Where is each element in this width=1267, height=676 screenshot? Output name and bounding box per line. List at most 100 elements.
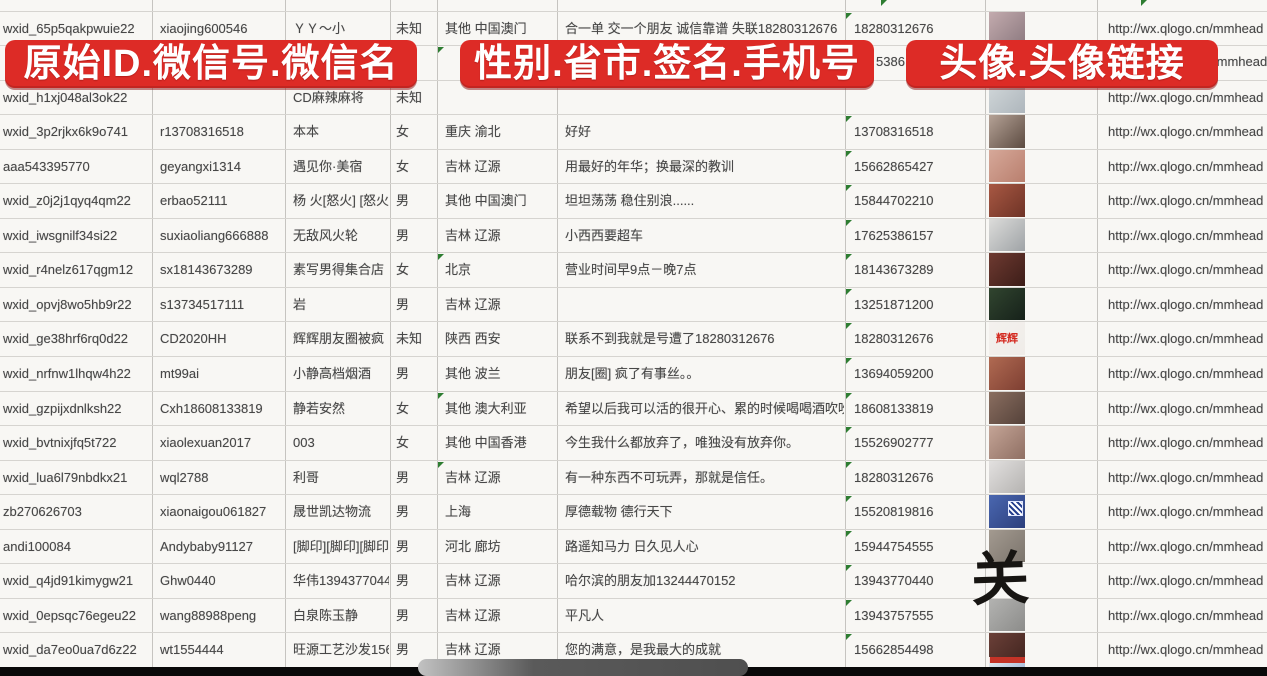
avatar-image[interactable]: 辉辉 bbox=[989, 322, 1025, 355]
cell-wxid[interactable]: wxid_opvj8wo5hb9r22 bbox=[0, 288, 151, 323]
cell-name[interactable]: 辉辉朋友圈被疯 bbox=[285, 322, 389, 357]
cell-signature[interactable]: 合一单 交一个朋友 诚信靠谱 失联18280312676 bbox=[557, 12, 844, 47]
cell-signature[interactable]: 好好 bbox=[557, 115, 844, 150]
cell-wxid[interactable]: wxid_bvtnixjfq5t722 bbox=[0, 426, 151, 461]
cell-phone[interactable]: 18280312676 bbox=[845, 322, 984, 357]
cell-gender[interactable]: 男 bbox=[390, 495, 436, 530]
cell-name[interactable]: 杨 火[怒火] [怒火] bbox=[285, 184, 389, 219]
cell-wxid[interactable]: zb270626703 bbox=[0, 495, 151, 530]
cell-phone[interactable]: 13943757555 bbox=[845, 599, 984, 634]
cell-region[interactable]: 北京 bbox=[437, 253, 556, 288]
cell-region[interactable]: 其他 澳大利亚 bbox=[437, 392, 556, 427]
cell-name[interactable]: 素写男得集合店 bbox=[285, 253, 389, 288]
cell-wxid[interactable]: wxid_65p5qakpwuie22 bbox=[0, 12, 151, 47]
cell-url[interactable]: http://wx.qlogo.cn/mmhead bbox=[1097, 12, 1266, 47]
cell-weixin_id[interactable]: sx18143673289 bbox=[152, 253, 284, 288]
cell-name[interactable]: 晟世凯达物流 bbox=[285, 495, 389, 530]
avatar-image[interactable] bbox=[989, 287, 1025, 321]
cell-region[interactable]: 吉林 辽源 bbox=[437, 288, 556, 323]
cell-url[interactable]: http://wx.qlogo.cn/mmhead bbox=[1097, 426, 1266, 461]
cell-gender[interactable]: 男 bbox=[390, 599, 436, 634]
cell-region[interactable]: 吉林 辽源 bbox=[437, 461, 556, 496]
cell-url[interactable]: http://wx.qlogo.cn/mmhead bbox=[1097, 253, 1266, 288]
cell-url[interactable]: http://wx.qlogo.cn/mmhead bbox=[1097, 530, 1266, 565]
cell-gender[interactable]: 男 bbox=[390, 184, 436, 219]
cell-region[interactable]: 吉林 辽源 bbox=[437, 599, 556, 634]
cell-wxid[interactable]: aaa543395770 bbox=[0, 150, 151, 185]
cell-wxid[interactable]: wxid_ge38hrf6rq0d22 bbox=[0, 322, 151, 357]
cell-signature[interactable]: 有一种东西不可玩弄，那就是信任。 bbox=[557, 461, 844, 496]
covered-row-url-fragment[interactable]: /mmhead bbox=[1213, 54, 1267, 69]
cell-gender[interactable]: 未知 bbox=[390, 81, 436, 116]
cell-region[interactable]: 吉林 辽源 bbox=[437, 219, 556, 254]
cell-weixin_id[interactable]: suxiaoliang666888 bbox=[152, 219, 284, 254]
cell-phone[interactable]: 15662865427 bbox=[845, 150, 984, 185]
cell-wxid[interactable]: wxid_da7eo0ua7d6z22 bbox=[0, 633, 151, 668]
cell-signature[interactable]: 小西西要超车 bbox=[557, 219, 844, 254]
cell-gender[interactable]: 男 bbox=[390, 564, 436, 599]
cell-weixin_id[interactable]: Andybaby91127 bbox=[152, 530, 284, 565]
bottom-gray-handle[interactable] bbox=[418, 659, 748, 676]
cell-wxid[interactable]: wxid_q4jd91kimygw21 bbox=[0, 564, 151, 599]
cell-phone[interactable]: 18608133819 bbox=[845, 392, 984, 427]
avatar-image[interactable] bbox=[989, 633, 1025, 666]
cell-signature[interactable]: 今生我什么都放弃了，唯独没有放弃你。 bbox=[557, 426, 844, 461]
avatar-image[interactable] bbox=[989, 495, 1025, 528]
cell-phone[interactable]: 13694059200 bbox=[845, 357, 984, 392]
cell-weixin_id[interactable]: wql2788 bbox=[152, 461, 284, 496]
avatar-image[interactable] bbox=[989, 218, 1025, 252]
cell-signature[interactable]: 坦坦荡荡 稳住别浪...... bbox=[557, 184, 844, 219]
cell-phone[interactable]: 18280312676 bbox=[845, 12, 984, 47]
cell-region[interactable]: 上海 bbox=[437, 495, 556, 530]
cell-weixin_id[interactable]: xiaonaigou061827 bbox=[152, 495, 284, 530]
cell-url[interactable]: http://wx.qlogo.cn/mmhead bbox=[1097, 322, 1266, 357]
avatar-image[interactable] bbox=[989, 357, 1025, 390]
avatar-image[interactable] bbox=[989, 460, 1025, 494]
cell-name[interactable]: 岩 bbox=[285, 288, 389, 323]
cell-url[interactable]: http://wx.qlogo.cn/mmhead bbox=[1097, 288, 1266, 323]
cell-signature[interactable]: 您的满意，是我最大的成就 bbox=[557, 633, 844, 668]
cell-gender[interactable]: 男 bbox=[390, 357, 436, 392]
avatar-image[interactable] bbox=[989, 598, 1025, 632]
cell-wxid[interactable]: andi100084 bbox=[0, 530, 151, 565]
cell-region[interactable]: 其他 波兰 bbox=[437, 357, 556, 392]
cell-url[interactable]: http://wx.qlogo.cn/mmhead bbox=[1097, 495, 1266, 530]
cell-url[interactable]: http://wx.qlogo.cn/mmhead bbox=[1097, 219, 1266, 254]
cell-phone[interactable]: 15944754555 bbox=[845, 530, 984, 565]
cell-weixin_id[interactable]: xiaolexuan2017 bbox=[152, 426, 284, 461]
cell-weixin_id[interactable]: wt1554444 bbox=[152, 633, 284, 668]
cell-phone[interactable]: 18143673289 bbox=[845, 253, 984, 288]
cell-phone[interactable]: 15526902777 bbox=[845, 426, 984, 461]
cell-url[interactable]: http://wx.qlogo.cn/mmhead bbox=[1097, 115, 1266, 150]
cell-name[interactable]: 003 bbox=[285, 426, 389, 461]
cell-signature[interactable]: 厚德载物 德行天下 bbox=[557, 495, 844, 530]
cell-phone[interactable]: 13708316518 bbox=[845, 115, 984, 150]
cell-phone[interactable]: 15520819816 bbox=[845, 495, 984, 530]
avatar-image[interactable] bbox=[989, 253, 1025, 286]
cell-name[interactable]: ＹＹ～小 bbox=[285, 12, 389, 47]
cell-gender[interactable]: 未知 bbox=[390, 322, 436, 357]
cell-wxid[interactable]: wxid_iwsgnilf34si22 bbox=[0, 219, 151, 254]
cell-weixin_id[interactable]: xiaojing600546 bbox=[152, 12, 284, 47]
cell-signature[interactable]: 用最好的年华；换最深的教训 bbox=[557, 150, 844, 185]
cell-signature[interactable]: 哈尔滨的朋友加13244470152 bbox=[557, 564, 844, 599]
cell-gender[interactable]: 女 bbox=[390, 115, 436, 150]
cell-wxid[interactable]: wxid_nrfnw1lhqw4h22 bbox=[0, 357, 151, 392]
cell-weixin_id[interactable]: wang88988peng bbox=[152, 599, 284, 634]
cell-name[interactable]: 遇见你·美宿 bbox=[285, 150, 389, 185]
cell-phone[interactable]: 15844702210 bbox=[845, 184, 984, 219]
cell-weixin_id[interactable]: CD2020HH bbox=[152, 322, 284, 357]
cell-name[interactable]: 华伟13943770440 bbox=[285, 564, 389, 599]
cell-url[interactable]: http://wx.qlogo.cn/mmhead bbox=[1097, 150, 1266, 185]
cell-url[interactable]: http://wx.qlogo.cn/mmhead bbox=[1097, 184, 1266, 219]
cell-name[interactable]: 小静高档烟酒 bbox=[285, 357, 389, 392]
cell-signature[interactable]: 路遥知马力 日久见人心 bbox=[557, 530, 844, 565]
cell-gender[interactable]: 女 bbox=[390, 150, 436, 185]
avatar-image[interactable] bbox=[989, 149, 1025, 183]
cell-region[interactable]: 陕西 西安 bbox=[437, 322, 556, 357]
cell-url[interactable]: http://wx.qlogo.cn/mmhead bbox=[1097, 461, 1266, 496]
cell-name[interactable]: 旺源工艺沙发15662854 bbox=[285, 633, 389, 668]
cell-signature[interactable]: 营业时间早9点－晚7点 bbox=[557, 253, 844, 288]
cell-region[interactable]: 河北 廊坊 bbox=[437, 530, 556, 565]
avatar-image[interactable] bbox=[989, 426, 1025, 459]
